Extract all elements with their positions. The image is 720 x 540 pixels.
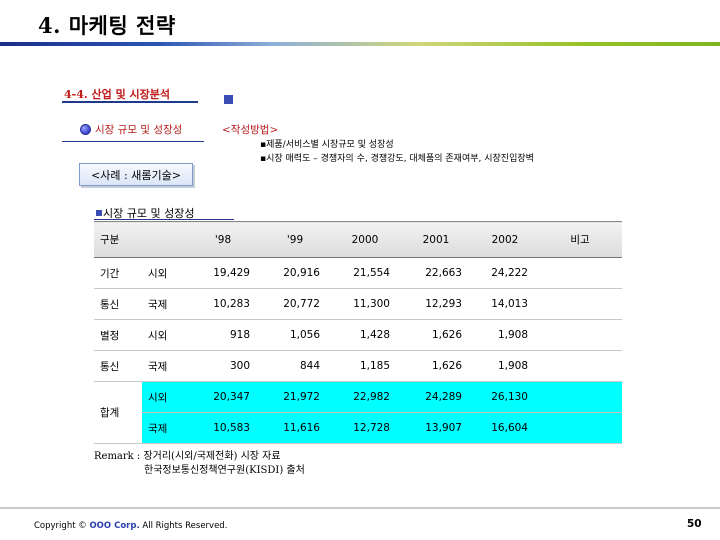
header-year: '99 [260,221,330,258]
method-line-1: ▪제품/서비스별 시장규모 및 성장성 [260,140,394,150]
note-cell [538,288,622,320]
corp-name: OOO Corp. [89,521,140,531]
row-category: 통신 [94,288,142,320]
table-row: 통신 국제 10,283 20,772 11,300 12,293 14,013 [94,288,622,320]
table-cell: 1,185 [330,350,400,382]
table-cell: 844 [260,350,330,382]
square-bullet-icon [224,95,233,104]
method-line-2: ▪시장 매력도 – 경쟁자의 수, 경쟁강도, 대체품의 존재여부, 시장진입장… [260,154,534,164]
bullet-heading: 시장 규모 및 성장성 [95,124,183,136]
case-label: <사례 : 새롬기술> [91,168,181,182]
table-cell: 1,908 [472,319,538,351]
note-cell [538,412,622,444]
remark-line-1: Remark : 장거리(시외/국제전화) 시장 자료 [94,451,281,462]
table-cell: 20,347 [186,381,260,413]
copyright: Copyright © OOO Corp. All Rights Reserve… [34,521,227,531]
table-cell: 24,222 [472,257,538,289]
table-cell: 20,772 [260,288,330,320]
table-cell: 300 [186,350,260,382]
row-subcategory: 시외 [142,319,186,351]
table-cell: 1,908 [472,350,538,382]
footer-divider [0,507,720,509]
page-number: 50 [687,518,702,530]
row-category: 통신 [94,350,142,382]
row-subcategory: 국제 [142,288,186,320]
section-underline [62,101,198,103]
row-subcategory: 시외 [142,257,186,289]
table-cell: 1,626 [400,350,472,382]
table-row-total: 국제 10,583 11,616 12,728 13,907 16,604 [94,412,622,444]
table-cell: 14,013 [472,288,538,320]
table-cell: 22,982 [330,381,400,413]
header-category: 구분 [94,221,186,258]
market-underline [94,219,234,220]
section-subtitle: 4-4. 산업 및 시장분석 [64,88,171,101]
table-cell: 1,428 [330,319,400,351]
method-heading: <작성방법> [222,124,279,136]
table-row: 별정 시외 918 1,056 1,428 1,626 1,908 [94,319,622,351]
row-subcategory: 국제 [142,350,186,382]
table-cell: 11,300 [330,288,400,320]
market-size-table: 구분 '98 '99 2000 2001 2002 비고 기간 시외 19,42… [94,221,622,444]
table-row-total: 합계 시외 20,347 21,972 22,982 24,289 26,130 [94,381,622,444]
copyright-prefix: Copyright © [34,521,87,531]
table-cell: 21,972 [260,381,330,413]
table-cell: 10,283 [186,288,260,320]
market-heading: 시장 규모 및 성장성 [96,205,194,221]
table-row: 통신 국제 300 844 1,185 1,626 1,908 [94,350,622,382]
table-cell: 11,616 [260,412,330,444]
note-cell [538,319,622,351]
row-subcategory: 시외 [142,381,186,413]
header-note: 비고 [538,221,622,258]
title-gradient-bar [0,42,720,46]
row-category: 별정 [94,319,142,351]
table-cell: 1,056 [260,319,330,351]
circle-bullet-icon [80,124,91,135]
note-cell [538,381,622,413]
market-heading-text: 시장 규모 및 성장성 [103,207,195,220]
table-cell: 22,663 [400,257,472,289]
total-label: 합계 [94,381,142,444]
header-year: 2000 [330,221,400,258]
row-category: 기간 [94,257,142,289]
note-cell [538,350,622,382]
table-cell: 918 [186,319,260,351]
table-cell: 13,907 [400,412,472,444]
header-year: 2001 [400,221,472,258]
table-header-row: 구분 '98 '99 2000 2001 2002 비고 [94,221,622,258]
table-cell: 19,429 [186,257,260,289]
remark-line-2: 한국정보통신정책연구원(KISDI) 출처 [144,465,305,476]
table-cell: 1,626 [400,319,472,351]
table-cell: 20,916 [260,257,330,289]
table-cell: 12,728 [330,412,400,444]
header-year: 2002 [472,221,538,258]
table-cell: 12,293 [400,288,472,320]
square-bullet-icon [96,210,102,216]
table-row: 기간 시외 19,429 20,916 21,554 22,663 24,222 [94,257,622,289]
table-cell: 16,604 [472,412,538,444]
bullet-underline [62,141,204,142]
table-cell: 21,554 [330,257,400,289]
table-cell: 10,583 [186,412,260,444]
copyright-suffix: All Rights Reserved. [142,521,228,531]
table-cell: 24,289 [400,381,472,413]
row-subcategory: 국제 [142,412,186,444]
page-title: 4. 마케팅 전략 [38,13,176,38]
table-cell: 26,130 [472,381,538,413]
header-year: '98 [186,221,260,258]
note-cell [538,257,622,289]
case-label-box: <사례 : 새롬기술> [79,163,193,186]
